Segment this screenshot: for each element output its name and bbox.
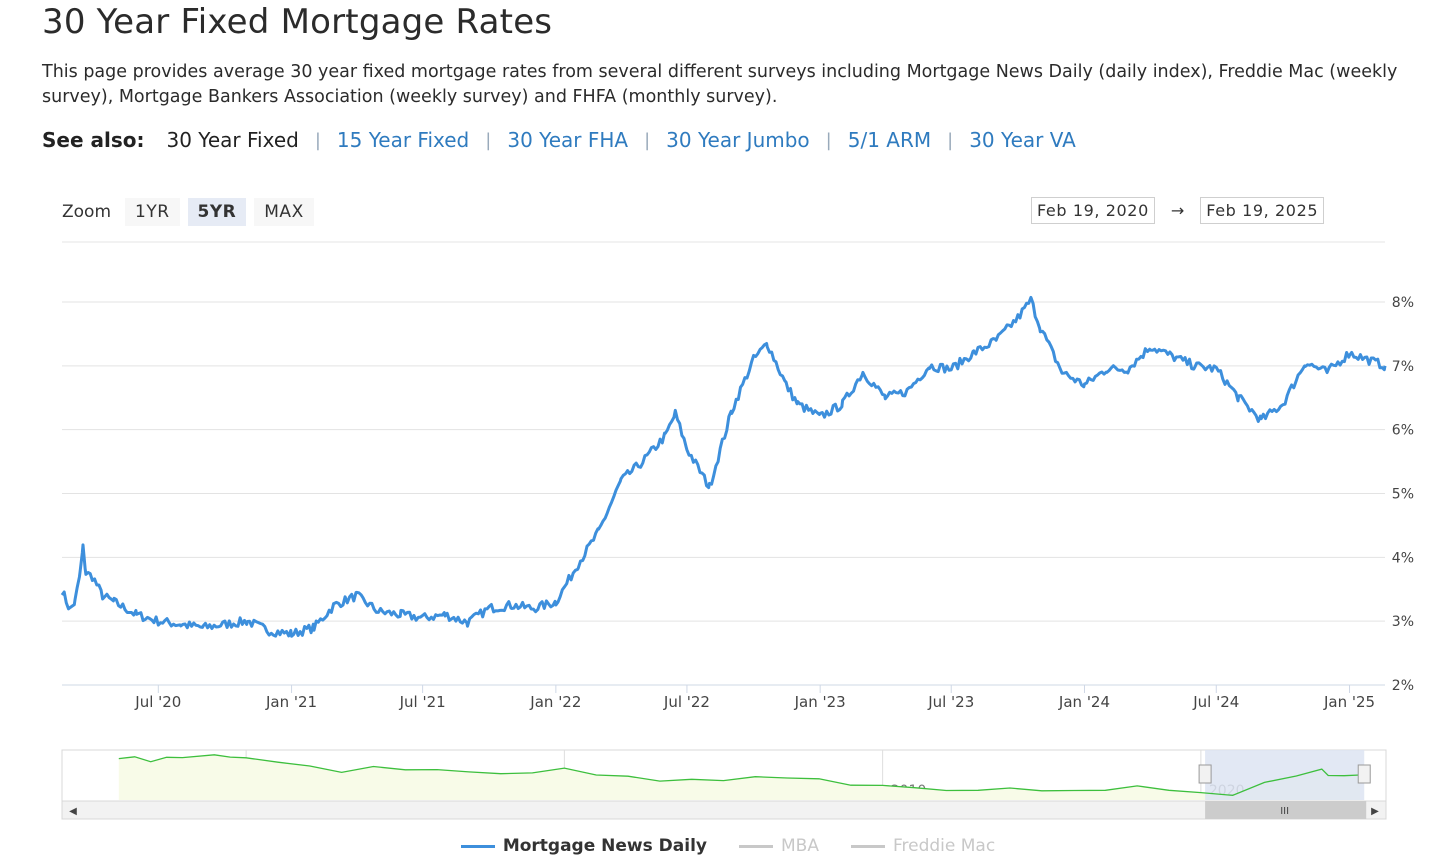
y-tick-label: 8% (1392, 295, 1414, 311)
x-tick-label: Jul '24 (1192, 693, 1239, 711)
scroll-left-arrow-icon[interactable]: ◀ (69, 806, 77, 817)
legend: Mortgage News Daily MBA Freddie Mac (0, 836, 1456, 856)
zoom-controls: Zoom 1YR 5YR MAX (62, 198, 322, 226)
see-also-separator: | (825, 129, 832, 151)
x-tick-label: Jul '21 (399, 693, 446, 711)
legend-item-mba[interactable]: MBA (739, 836, 819, 856)
range-from-input[interactable]: Feb 19, 2020 (1031, 197, 1155, 224)
see-also-separator: | (314, 129, 321, 151)
legend-label: MBA (781, 836, 819, 856)
zoom-5yr-button[interactable]: 5YR (187, 198, 247, 226)
x-tick-label: Jan '24 (1058, 693, 1110, 711)
see-also-separator: | (485, 129, 492, 151)
page-description: This page provides average 30 year fixed… (42, 62, 1398, 107)
scrollbar-grip-icon: III (1280, 806, 1289, 817)
navigator-left-handle[interactable] (1198, 764, 1212, 784)
navigator: 1990200020102020 ◀ ▶ III (61, 749, 1387, 820)
y-tick-label: 6% (1392, 423, 1414, 439)
date-range: Feb 19, 2020 → Feb 19, 2025 (1031, 197, 1325, 224)
y-tick-label: 3% (1392, 614, 1414, 630)
navigator-right-handle[interactable] (1357, 764, 1371, 784)
y-tick-label: 2% (1392, 678, 1414, 694)
x-tick-label: Jan '21 (265, 693, 317, 711)
range-arrow-icon: → (1170, 201, 1185, 220)
see-also-separator: | (947, 129, 954, 151)
see-also-15-year-fixed-link[interactable]: 15 Year Fixed (336, 128, 470, 152)
x-tick-label: Jul '22 (663, 693, 710, 711)
y-tick-label: 5% (1392, 487, 1414, 503)
x-tick-label: Jan '25 (1323, 693, 1375, 711)
see-also-separator: | (644, 129, 651, 151)
grid-lines (62, 301, 1385, 686)
range-to-input[interactable]: Feb 19, 2025 (1200, 197, 1325, 224)
legend-item-mortgage-news-daily[interactable]: Mortgage News Daily (460, 836, 707, 856)
zoom-max-button[interactable]: MAX (254, 198, 314, 226)
x-tick-label: Jul '23 (927, 693, 974, 711)
legend-label: Freddie Mac (892, 836, 996, 856)
see-also-30-year-va-link[interactable]: 30 Year VA (969, 128, 1076, 152)
see-also-30-year-jumbo-link[interactable]: 30 Year Jumbo (666, 128, 810, 152)
see-also-nav: See also: 30 Year Fixed | 15 Year Fixed … (42, 128, 1076, 152)
x-tick-label: Jul '20 (134, 693, 181, 711)
legend-item-freddie-mac[interactable]: Freddie Mac (850, 836, 996, 856)
zoom-label: Zoom (62, 202, 112, 222)
scrollbar-thumb[interactable] (1205, 801, 1367, 819)
see-also-5-1-arm-link[interactable]: 5/1 ARM (847, 128, 932, 152)
navigator-selection[interactable] (1205, 750, 1365, 800)
x-tick-label: Jan '22 (529, 693, 581, 711)
y-tick-label: 7% (1392, 359, 1414, 375)
navigator-series-line (118, 754, 1361, 797)
series-line-mortgage-news-daily (60, 295, 1387, 638)
see-also-30-year-fixed: 30 Year Fixed (166, 128, 299, 152)
zoom-1yr-button[interactable]: 1YR (125, 198, 180, 226)
navigator-area (118, 754, 1360, 800)
see-also-label: See also: (42, 128, 145, 152)
x-axis: Jul '20 Jan '21 Jul '21 Jan '22 Jul '22 Jan '… (134, 685, 1375, 711)
x-tick-label: Jan '23 (794, 693, 846, 711)
legend-swatch (850, 844, 885, 848)
scroll-right-arrow-icon[interactable]: ▶ (1371, 806, 1379, 817)
page-title: 30 Year Fixed Mortgage Rates (42, 2, 553, 42)
navigator-scrollbar[interactable] (61, 800, 1387, 820)
y-axis: 2% 3% 4% 5% 6% 7% 8% (1392, 295, 1414, 694)
legend-label: Mortgage News Daily (502, 836, 707, 856)
legend-swatch (739, 844, 773, 848)
see-also-30-year-fha-link[interactable]: 30 Year FHA (507, 128, 629, 152)
legend-swatch (460, 844, 495, 848)
y-tick-label: 4% (1392, 550, 1414, 566)
